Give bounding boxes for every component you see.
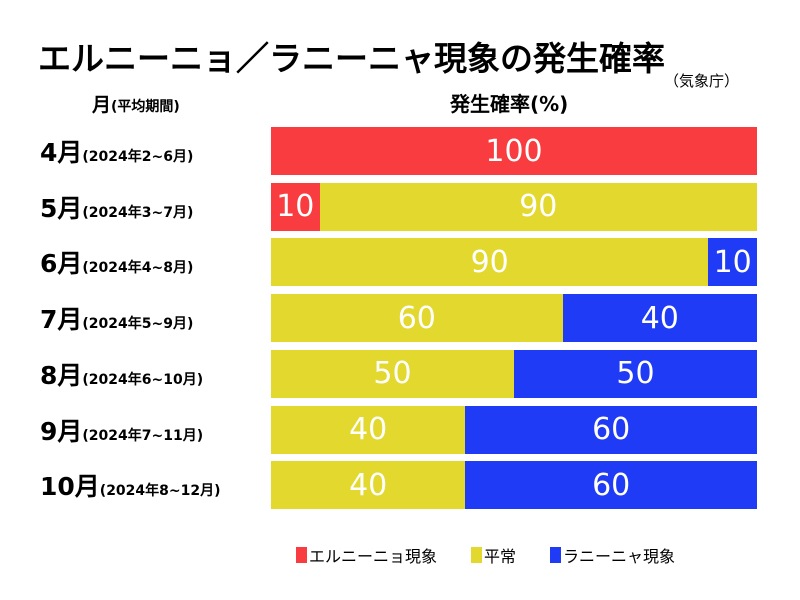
bar-segment: 10 [708,238,757,287]
category-label: 10月(2024年8~12月) [40,467,221,503]
bar-segment: 50 [271,349,514,398]
category-month: 7月 [40,305,83,335]
category-period: (2024年3~7月) [82,204,194,221]
legend-item: ラニーニャ現象 [550,543,675,567]
bar-segment: 60 [465,405,757,454]
source-label: （気象庁） [664,72,740,90]
category-month: 4月 [40,138,83,167]
category-month: 6月 [40,249,83,279]
bar-segment: 90 [271,238,709,287]
chart-title: エルニーニョ／ラニーニャ現象の発生確率 [38,39,665,78]
category-label: 4月(2024年2~6月) [40,133,193,169]
bar-segment: 40 [562,294,757,343]
legend-label: エルニーニョ現象 [309,547,438,566]
category-label: 9月(2024年7~11月) [40,412,203,448]
category-label: 8月(2024年6~10月) [40,356,203,392]
category-month: 5月 [40,193,83,223]
legend-label: ラニーニャ現象 [563,547,676,566]
bar-segment: 60 [465,461,757,510]
category-period: (2024年8~12月) [99,483,221,500]
legend-swatch [471,547,483,563]
bar-segment: 10 [271,182,320,231]
legend-swatch [296,547,307,563]
category-period: (2024年2~6月) [82,149,194,165]
category-period: (2024年4~8月) [82,260,194,277]
legend-item: 平常 [471,543,516,567]
x-axis-title: 発生確率(%) [450,92,569,116]
bar-segment: 60 [271,294,563,343]
bar-segment: 40 [271,461,466,510]
bar-segment: 100 [271,127,757,175]
legend-item: エルニーニョ現象 [296,543,437,567]
bar-segment: 90 [319,182,757,231]
legend-label: 平常 [484,547,517,566]
category-month: 10月 [40,472,100,502]
category-label: 5月(2024年3~7月) [40,189,193,225]
legend-swatch [550,547,562,563]
legend: エルニーニョ現象 平常 ラニーニャ現象 [296,543,675,567]
category-month: 8月 [40,360,83,390]
category-label: 6月(2024年4~8月) [40,244,193,280]
category-month: 9月 [40,416,83,446]
y-axis-title: 月(平均期間) [92,90,180,117]
category-label: 7月(2024年5~9月) [40,300,193,336]
category-period: (2024年5~9月) [82,316,194,333]
category-period: (2024年6~10月) [82,371,204,388]
bar-segment: 40 [271,405,466,454]
bar-segment: 50 [514,349,757,398]
y-axis-title-sub: (平均期間) [111,99,180,115]
y-axis-title-main: 月 [92,94,112,116]
category-period: (2024年7~11月) [82,427,204,444]
